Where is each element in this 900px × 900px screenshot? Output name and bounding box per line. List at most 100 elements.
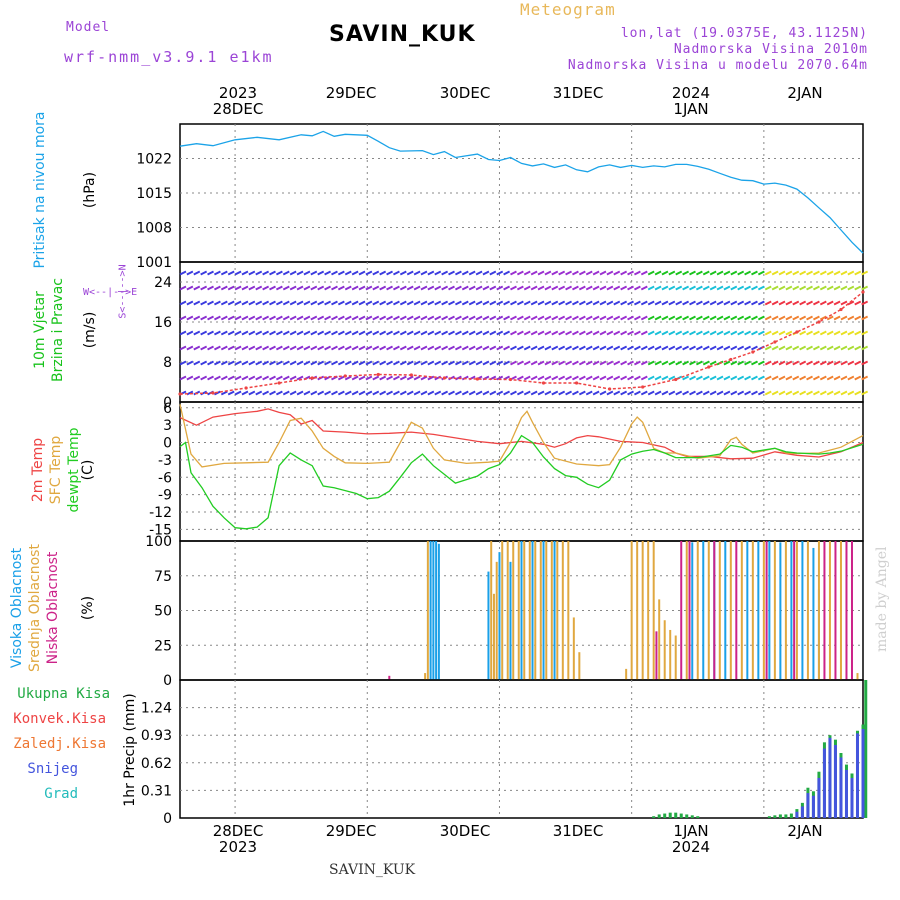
wind-barb xyxy=(186,375,194,381)
wind-barb xyxy=(248,330,256,336)
wind-barb xyxy=(668,315,676,321)
wind-barb xyxy=(441,345,449,351)
wind-barb xyxy=(461,315,469,321)
wind-barb xyxy=(289,270,297,276)
wind-barb xyxy=(386,390,393,396)
wind-barb xyxy=(695,375,703,381)
wind-barb xyxy=(510,300,517,306)
wind-barb xyxy=(482,345,490,351)
wind-barb xyxy=(262,360,270,366)
bar-snijeg xyxy=(844,769,848,818)
wind-barb xyxy=(551,330,559,336)
wind-barb xyxy=(689,390,696,396)
wind-barb xyxy=(337,345,345,351)
wind-barb xyxy=(282,300,290,306)
wind-barb xyxy=(737,315,745,321)
wind-barb xyxy=(234,300,242,306)
wind-barb xyxy=(613,285,621,291)
wind-barb xyxy=(282,330,290,336)
wind-barb xyxy=(207,345,214,351)
wind-barb xyxy=(537,285,545,291)
wind-barb xyxy=(530,375,538,381)
wind-barb xyxy=(709,360,717,366)
wind-barb xyxy=(585,390,593,396)
bar-visoka-oblacnost xyxy=(437,543,440,680)
wind-barb xyxy=(310,390,318,396)
wind-barb xyxy=(819,315,827,321)
bar-srednja-oblacnost xyxy=(630,541,633,680)
wind-barb xyxy=(413,345,421,351)
wind-barb xyxy=(689,270,696,276)
wind-barb xyxy=(372,345,380,351)
wind-barb xyxy=(764,270,772,276)
wind-barb xyxy=(448,315,455,321)
wind-barb xyxy=(840,390,848,396)
wind-barb xyxy=(606,330,614,336)
wind-barb xyxy=(633,315,641,321)
wind-barb xyxy=(331,330,338,336)
wind-barb xyxy=(826,330,834,336)
bar-visoka-oblacnost xyxy=(724,541,727,680)
wind-barb xyxy=(303,390,311,396)
wind-barb xyxy=(551,300,559,306)
wind-barb xyxy=(812,390,820,396)
wind-barb xyxy=(812,345,820,351)
wind-barb xyxy=(723,390,731,396)
wind-barb xyxy=(654,270,662,276)
wind-barb xyxy=(503,315,511,321)
wind-barb xyxy=(282,360,290,366)
wind-barb xyxy=(255,375,263,381)
wind-barb xyxy=(310,330,318,336)
wind-barb xyxy=(468,285,476,291)
wind-barb xyxy=(689,330,696,336)
wind-barb xyxy=(709,345,717,351)
wind-barb xyxy=(599,315,607,321)
wind-barb xyxy=(661,285,669,291)
wind-barb xyxy=(661,360,669,366)
wind-barb xyxy=(792,345,800,351)
wind-barb xyxy=(785,345,793,351)
series-line-sfc-temp xyxy=(179,404,864,468)
wind-barb xyxy=(792,360,800,366)
wind-barb xyxy=(386,330,393,336)
bar-visoka-oblacnost xyxy=(520,541,523,680)
bar-srednja-oblacnost xyxy=(512,541,515,680)
wind-barb xyxy=(799,285,807,291)
wind-barb xyxy=(303,360,311,366)
wind-barb xyxy=(654,360,662,366)
wind-barb xyxy=(744,345,752,351)
wind-barb xyxy=(764,345,772,351)
wind-barb xyxy=(351,315,359,321)
wind-barb xyxy=(262,345,270,351)
wind-barb xyxy=(854,390,862,396)
bar-snijeg xyxy=(795,811,799,818)
wind-barb xyxy=(227,315,235,321)
wind-barb xyxy=(592,315,600,321)
y-tick-label: 50 xyxy=(154,604,172,620)
wind-barb xyxy=(833,330,841,336)
wind-barb xyxy=(269,285,276,291)
wind-barb xyxy=(496,360,504,366)
wind-barb xyxy=(420,390,428,396)
bar-ukupna-kisa xyxy=(657,814,661,818)
wind-barb xyxy=(764,300,772,306)
wind-barb xyxy=(234,375,242,381)
wind-barb xyxy=(186,285,194,291)
wind-barb xyxy=(751,345,758,351)
wind-barb xyxy=(689,285,696,291)
wind-barb xyxy=(661,375,669,381)
wind-barb xyxy=(234,360,242,366)
bar-visoka-oblacnost xyxy=(498,552,501,680)
wind-barb xyxy=(709,390,717,396)
bottom-date-3: 31DEC xyxy=(552,822,604,840)
wind-barb xyxy=(751,300,758,306)
wind-barb xyxy=(269,360,276,366)
wind-barb xyxy=(675,345,683,351)
wind-barb xyxy=(558,375,566,381)
wind-barb xyxy=(289,300,297,306)
bar-ukupna-kisa xyxy=(668,812,672,818)
wind-barb xyxy=(826,300,834,306)
wind-barb xyxy=(833,315,841,321)
legend-hail: Grad xyxy=(44,786,78,802)
